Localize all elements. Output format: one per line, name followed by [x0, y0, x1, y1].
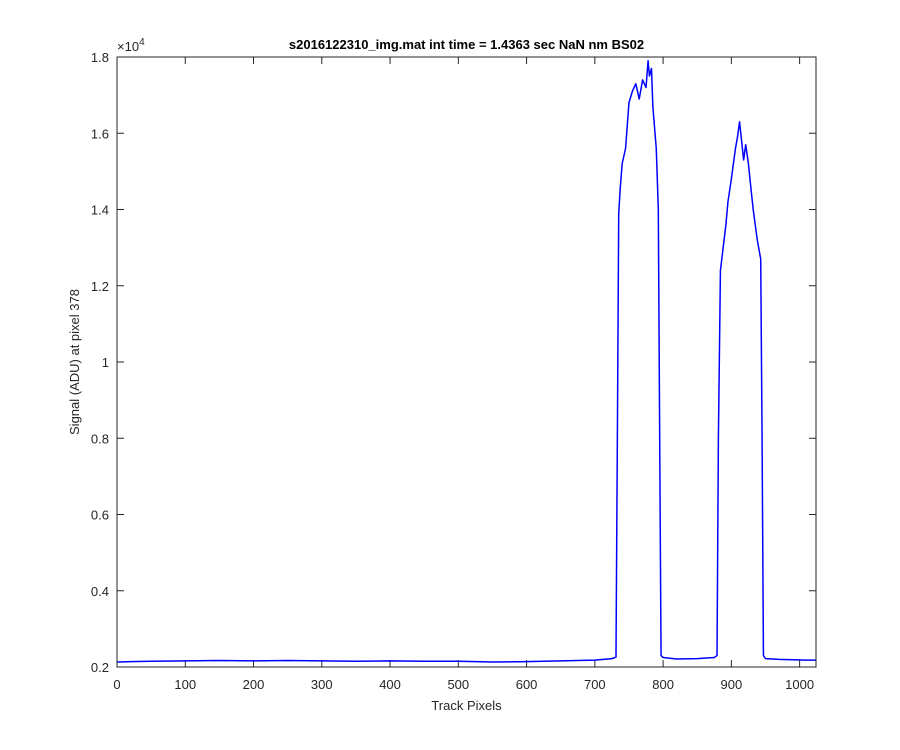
y-tick-label: 0.4 — [91, 584, 109, 599]
x-tick-label: 700 — [584, 677, 606, 692]
y-multiplier-exponent: 4 — [139, 37, 145, 48]
x-tick-label: 200 — [243, 677, 265, 692]
chart-title: s2016122310_img.mat int time = 1.4363 se… — [289, 37, 644, 52]
x-tick-label: 900 — [721, 677, 743, 692]
y-axis-label: Signal (ADU) at pixel 378 — [67, 289, 82, 435]
y-tick-label: 0.8 — [91, 431, 109, 446]
y-tick-label: 1.2 — [91, 279, 109, 294]
y-tick-label: 1.4 — [91, 203, 109, 218]
axes-background — [117, 57, 816, 667]
y-tick-label: 1 — [102, 355, 109, 370]
x-tick-label: 800 — [652, 677, 674, 692]
x-tick-label: 100 — [174, 677, 196, 692]
y-tick-label: 0.2 — [91, 660, 109, 675]
y-tick-label: 1.6 — [91, 126, 109, 141]
x-axis-label: Track Pixels — [431, 698, 502, 713]
y-multiplier-label: ×104 — [117, 37, 145, 54]
y-tick-label: 1.8 — [91, 50, 109, 65]
x-tick-label: 0 — [113, 677, 120, 692]
signal-series-line — [116, 60, 816, 663]
x-tick-label: 300 — [311, 677, 333, 692]
axes-box — [116, 56, 817, 668]
y-multiplier-base: ×10 — [117, 39, 139, 54]
x-tick-labels: 0 100 200 300 400 500 600 700 800 900 1000 — [113, 677, 814, 692]
y-tick-label: 0.6 — [91, 508, 109, 523]
x-tick-label: 500 — [447, 677, 469, 692]
x-tick-label: 600 — [516, 677, 538, 692]
x-tick-label: 1000 — [785, 677, 814, 692]
y-tick-labels: 0.2 0.4 0.6 0.8 1 1.2 1.4 1.6 1.8 — [91, 50, 109, 675]
x-tick-label: 400 — [379, 677, 401, 692]
